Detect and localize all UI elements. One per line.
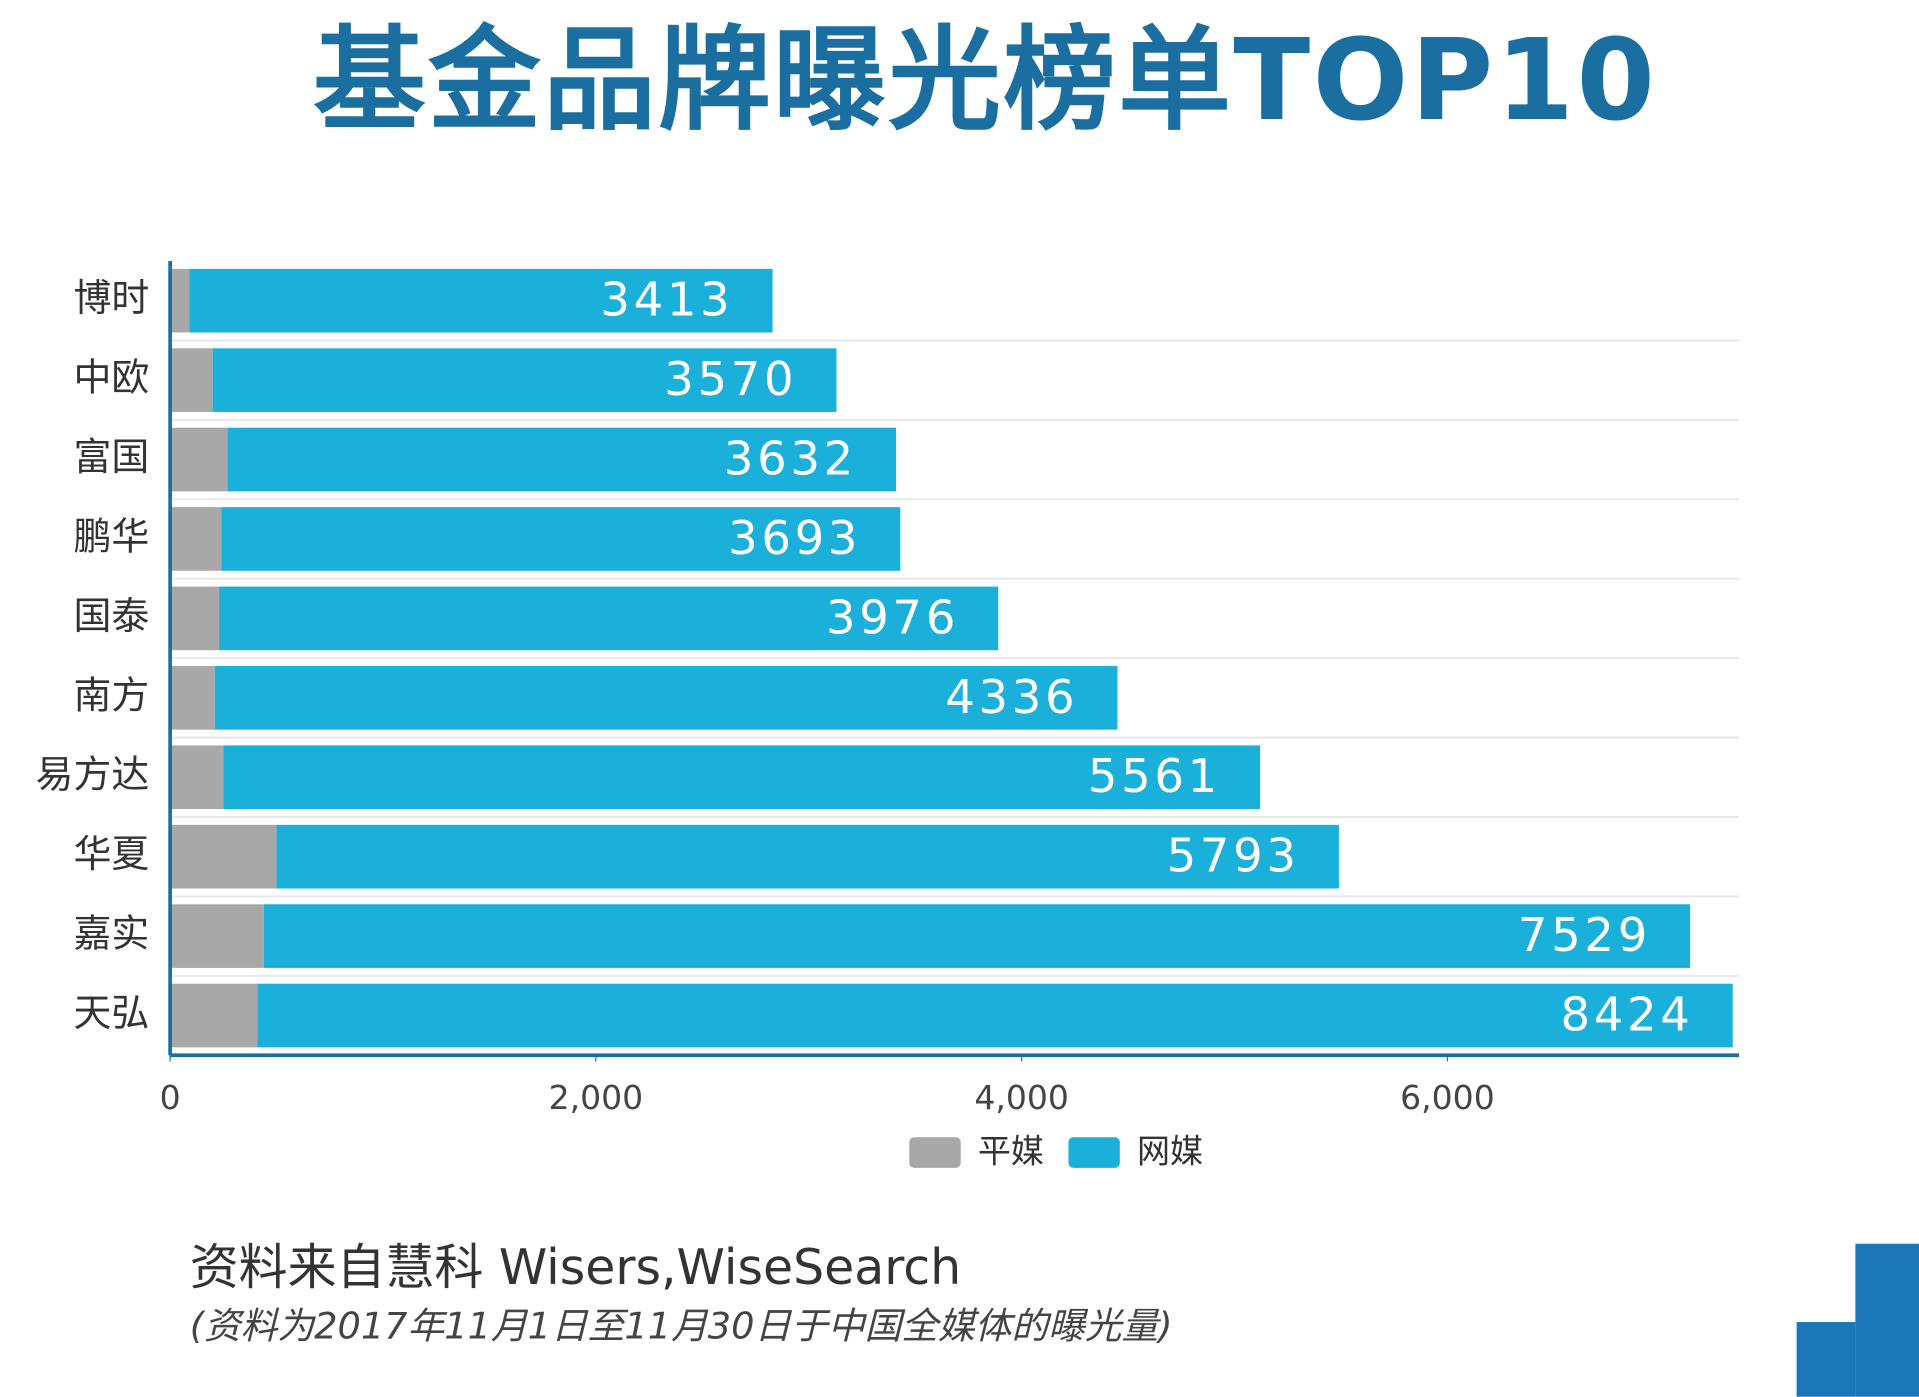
bar-segment [170, 824, 277, 889]
data-label: 3693 [728, 511, 861, 565]
data-label: 8424 [1561, 987, 1694, 1041]
bar-segment [223, 745, 1261, 810]
bar-segment [189, 268, 773, 333]
y-tick-label: 富国 [73, 435, 149, 479]
data-label: 3976 [826, 590, 959, 644]
decoration [1855, 1243, 1919, 1397]
bar-segment [227, 427, 897, 492]
bar-segment [170, 745, 224, 810]
note: (资料为2017年11月1日至11月30日于中国全媒体的曝光量) [190, 1305, 1173, 1348]
y-tick-label: 华夏 [73, 832, 149, 876]
decoration [1796, 1322, 1856, 1397]
data-label: 4336 [945, 670, 1078, 724]
bar-segment [170, 586, 220, 651]
bar-segment [221, 507, 901, 571]
data-label: 5561 [1088, 749, 1221, 803]
legend-label: 网媒 [1137, 1132, 1203, 1171]
bar-segment [170, 427, 228, 492]
bar-segment [263, 904, 1691, 968]
bar-segment [170, 904, 264, 968]
y-tick-label: 嘉实 [73, 912, 149, 956]
bar-segment [170, 268, 190, 333]
legend-swatch [1068, 1137, 1120, 1168]
bar-segment [170, 348, 213, 412]
x-tick-label: 0 [160, 1078, 181, 1117]
chart-title: 基金品牌曝光榜单TOP10 [313, 14, 1657, 146]
legend-swatch [909, 1137, 961, 1168]
bar-segment [170, 983, 258, 1048]
bar-segment [214, 666, 1118, 730]
legend-label: 平媒 [978, 1132, 1044, 1171]
y-tick-label: 中欧 [73, 356, 149, 400]
data-label: 7529 [1518, 908, 1651, 962]
x-tick-label: 4,000 [974, 1078, 1069, 1117]
data-label: 5793 [1167, 829, 1300, 883]
y-tick-label: 南方 [73, 673, 149, 717]
source: 资料来自慧科 Wisers,WiseSearch [190, 1239, 962, 1296]
y-tick-label: 博时 [73, 276, 149, 320]
x-tick-label: 2,000 [549, 1078, 644, 1117]
y-tick-label: 国泰 [73, 594, 149, 638]
bar-segment [170, 666, 215, 730]
bar-segment [257, 983, 1733, 1048]
bar-segment [276, 824, 1339, 889]
y-tick-label: 天弘 [73, 991, 149, 1035]
data-label: 3632 [724, 431, 857, 485]
bar-segment [170, 507, 222, 571]
data-label: 3413 [600, 273, 733, 327]
bar-segment [212, 348, 837, 412]
x-tick-label: 6,000 [1400, 1078, 1495, 1117]
bar-segment [219, 586, 999, 651]
data-label: 3570 [664, 352, 797, 406]
y-tick-label: 易方达 [36, 753, 150, 797]
y-tick-label: 鹏华 [73, 514, 149, 558]
